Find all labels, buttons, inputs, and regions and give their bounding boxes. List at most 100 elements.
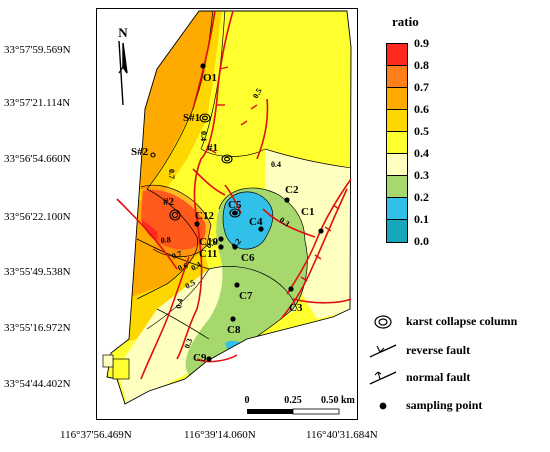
contour-label: 0.4 <box>199 131 208 141</box>
longitude-label: 116°37'56.469N <box>60 429 132 441</box>
karst-label: S#1 <box>183 112 200 124</box>
colorbar-swatch <box>387 154 407 176</box>
sample-label: C6 <box>241 252 255 264</box>
map-block <box>102 354 114 368</box>
colorbar-tick: 0.0 <box>414 234 429 248</box>
sampling-point-icon <box>230 316 236 322</box>
reverse-fault-icon <box>369 344 397 358</box>
sampling-point-icon <box>379 402 387 410</box>
karst-label: #2 <box>163 196 175 208</box>
sample-label: C9 <box>193 352 207 364</box>
sampling-point-icon <box>194 221 200 227</box>
sampling-points <box>194 63 324 362</box>
sampling-point-icon <box>258 226 264 232</box>
sampling-point-icon <box>218 244 224 250</box>
legend-label: karst collapse column <box>406 314 518 328</box>
karst-collapse-icon <box>150 152 156 158</box>
contour-label: 0.7 <box>171 249 183 261</box>
colorbar-swatch <box>387 88 407 110</box>
normal-fault-icon <box>369 371 397 385</box>
longitude-label: 116°40'31.684N <box>306 429 378 441</box>
longitude-label: 116°39'14.060N <box>184 429 256 441</box>
contour-label: 0.6 <box>177 261 189 273</box>
contour-label: 0.4 <box>271 160 281 169</box>
karst-collapse-icon <box>374 315 392 329</box>
legend-label: reverse fault <box>406 343 471 357</box>
sample-label: C3 <box>289 302 303 314</box>
colorbar-tick: 0.9 <box>414 36 429 50</box>
contour-label: 0.5 <box>251 87 264 100</box>
colorbar-swatch <box>387 66 407 88</box>
sample-label: C1 <box>301 206 314 218</box>
scale-label: 0.25 <box>284 395 302 406</box>
scale-bar: 0 0.25 0.50 km <box>245 395 356 415</box>
map-frame: N <box>96 8 358 420</box>
colorbar-tick: 0.1 <box>414 212 429 226</box>
scale-bar-segment <box>292 408 340 415</box>
latitude-label: 33°55'16.972N <box>4 322 71 334</box>
sampling-point-icon <box>288 286 294 292</box>
sampling-point-icon <box>318 228 324 234</box>
karst-collapse-icon <box>224 156 230 162</box>
scale-bar-segment <box>247 409 293 414</box>
karst-label: S#2 <box>131 146 149 158</box>
colorbar-swatch <box>387 220 407 242</box>
contour-value-labels: 0.5 0.4 0.3 0.2 0.3 0.4 0.5 0.6 0.7 0.8 … <box>160 87 291 350</box>
legend-label: normal fault <box>406 370 471 384</box>
colorbar-tick: 0.8 <box>414 58 429 72</box>
latitude-label: 33°57'59.569N <box>4 44 71 56</box>
sample-label: C2 <box>285 184 299 196</box>
colorbar-swatch <box>387 110 407 132</box>
scale-label: 0.50 km <box>321 395 356 406</box>
colorbar-tick: 0.7 <box>414 80 429 94</box>
mine-boundary <box>106 10 352 405</box>
sampling-point-icon <box>206 356 212 362</box>
legend-label: sampling point <box>406 398 483 412</box>
fault-ticks <box>208 66 340 282</box>
sample-label: C10 <box>199 236 218 248</box>
colorbar-tick: 0.2 <box>414 190 429 204</box>
karst-collapse-icon <box>169 209 181 221</box>
sample-label: C11 <box>199 248 217 260</box>
contour-label: 0.3 <box>182 337 194 349</box>
contour-label: 0.5 <box>184 278 197 291</box>
contour-label: 0.4 <box>190 260 203 273</box>
fault-lines <box>116 10 352 380</box>
sample-label: C4 <box>249 216 263 228</box>
contour-label: 0.7 <box>167 169 176 179</box>
karst-collapse-icon <box>199 113 211 123</box>
karst-collapse-icon <box>221 154 233 164</box>
karst-label: #1 <box>207 142 218 154</box>
karst-collapse-icon <box>202 115 208 121</box>
sampling-point-icon <box>232 244 238 250</box>
sample-label: C12 <box>195 210 214 222</box>
north-arrow-icon: N <box>118 25 128 106</box>
north-label: N <box>118 25 128 40</box>
colorbar-swatch <box>387 132 407 154</box>
latitude-label: 33°56'22.100N <box>4 211 71 223</box>
colorbar-swatch <box>387 176 407 198</box>
sampling-point-icon <box>234 282 240 288</box>
colorbar-tick: 0.3 <box>414 168 429 182</box>
sampling-point-icon <box>200 63 206 69</box>
point-labels: O1 C2 C3 C4 C5 C1 C10 C11 C12 C6 C7 C8 C… <box>131 72 314 364</box>
karst-collapse-icon <box>171 211 179 219</box>
map-block <box>112 358 130 380</box>
contour-label: 0.4 <box>174 298 185 309</box>
latitude-label: 33°56'54.660N <box>4 153 71 165</box>
sample-label: C8 <box>227 324 241 336</box>
map-canvas: N <box>102 10 356 415</box>
karst-collapse-icon <box>229 208 241 218</box>
colorbar-swatch <box>387 44 407 66</box>
latitude-label: 33°55'49.538N <box>4 266 71 278</box>
colorbar-tick: 0.6 <box>414 102 429 116</box>
sampling-point-icon <box>233 211 237 215</box>
sample-label: C5 <box>228 199 242 211</box>
colorbar-tick: 0.5 <box>414 124 429 138</box>
latitude-label: 33°54'44.402N <box>4 378 71 390</box>
sample-label: C7 <box>239 290 253 302</box>
sampling-point-icon <box>218 236 224 242</box>
latitude-label: 33°57'21.114N <box>4 97 71 109</box>
sample-label: O1 <box>203 72 217 84</box>
contour-label: 0.8 <box>160 235 171 245</box>
